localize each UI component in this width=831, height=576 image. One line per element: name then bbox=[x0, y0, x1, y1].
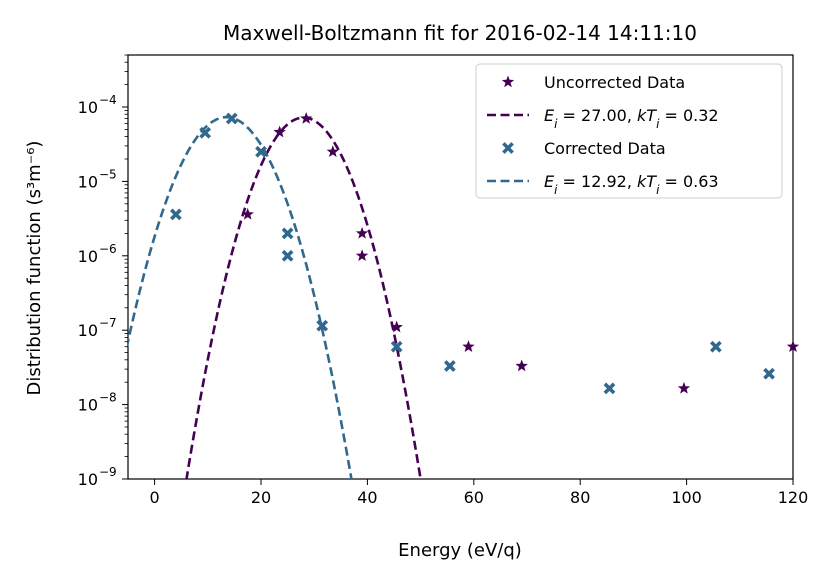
x-tick-label: 120 bbox=[778, 488, 809, 507]
x-axis-label: Energy (eV/q) bbox=[398, 540, 522, 561]
corrected-data-point bbox=[443, 360, 456, 372]
legend: Uncorrected Data Ei = 27.00, kTi = 0.32 Co… bbox=[475, 63, 783, 199]
corrected-data-point bbox=[316, 319, 329, 332]
y-tick-exponent: −7 bbox=[99, 316, 117, 330]
fit-curve bbox=[128, 115, 353, 479]
legend-label: Ei = 27.00, kTi = 0.32 bbox=[544, 106, 719, 131]
uncorrected-data-point bbox=[326, 145, 339, 158]
y-axis-label: Distribution function (s³m⁻⁶) bbox=[24, 141, 45, 396]
legend-box bbox=[475, 63, 783, 199]
uncorrected-data-point bbox=[515, 359, 528, 372]
y-tick-exponent: −8 bbox=[99, 391, 117, 405]
uncorrected-data-point bbox=[355, 226, 369, 239]
corrected-data-point bbox=[709, 340, 722, 353]
corrected-data-point bbox=[390, 340, 403, 353]
chart-title: Maxwell-Boltzmann fit for 2016-02-14 14:… bbox=[223, 21, 697, 45]
uncorrected-data-point bbox=[300, 112, 313, 124]
x-tick-label: 100 bbox=[671, 488, 702, 507]
uncorrected-data-point bbox=[786, 340, 800, 352]
x-tick-label: 20 bbox=[251, 488, 271, 507]
y-tick-label: 10 bbox=[78, 98, 98, 117]
uncorrected-data-point bbox=[390, 320, 403, 333]
x-tick-label: 0 bbox=[150, 488, 160, 507]
y-tick-exponent: −6 bbox=[99, 242, 117, 256]
uncorrected-data-point bbox=[677, 381, 691, 394]
corrected-data-point bbox=[281, 227, 294, 240]
corrected-data-point bbox=[225, 112, 238, 125]
y-tick-label: 10 bbox=[78, 470, 98, 489]
y-tick-label: 10 bbox=[78, 321, 98, 340]
legend-label: Corrected Data bbox=[544, 139, 666, 158]
uncorrected-data-point bbox=[355, 249, 369, 262]
uncorrected-data-point bbox=[462, 340, 475, 352]
y-tick-label: 10 bbox=[78, 247, 98, 266]
fit-curve bbox=[185, 116, 422, 479]
corrected-data-point bbox=[199, 126, 212, 139]
x-tick-label: 60 bbox=[464, 488, 484, 507]
y-tick-label: 10 bbox=[78, 396, 98, 415]
y-tick-exponent: −5 bbox=[99, 167, 117, 181]
corrected-data-point bbox=[281, 249, 294, 262]
corrected-data-point bbox=[170, 208, 182, 221]
x-tick-label: 80 bbox=[570, 488, 590, 507]
corrected-data-point bbox=[255, 145, 267, 158]
legend-label: Uncorrected Data bbox=[544, 73, 685, 92]
legend-x-marker bbox=[502, 142, 514, 154]
uncorrected-data-point bbox=[273, 125, 286, 138]
uncorrected-data-point bbox=[241, 207, 254, 220]
corrected-data-point bbox=[603, 382, 616, 395]
y-tick-label: 10 bbox=[78, 172, 98, 191]
x-tick-label: 40 bbox=[357, 488, 377, 507]
corrected-data-point bbox=[763, 367, 775, 380]
legend-star-marker bbox=[501, 75, 515, 88]
legend-label: Ei = 12.92, kTi = 0.63 bbox=[544, 172, 719, 197]
y-tick-exponent: −4 bbox=[99, 93, 117, 107]
y-tick-exponent: −9 bbox=[99, 465, 117, 479]
